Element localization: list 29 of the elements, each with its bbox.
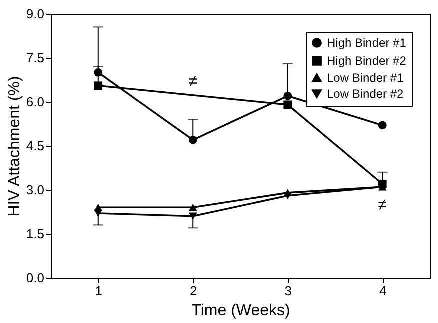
point [284,100,292,110]
y-tick-label: 3.0 [26,182,44,198]
y-tick-label: 4.5 [26,138,44,154]
y-tick-label: 7.5 [26,50,44,66]
legend-label: Low Binder #1 [327,71,404,85]
point [94,210,103,218]
legend-label: High Binder #1 [327,36,407,50]
x-tick-label: 4 [380,284,387,298]
legend-label: Low Binder #2 [327,87,404,101]
point [284,192,292,200]
y-axis-title: HIV Attachment (%) [6,76,24,217]
y-tick-label: 6.0 [26,94,44,110]
annotation: ≠ [378,197,388,214]
point [188,136,198,144]
point [188,204,198,212]
point [284,92,292,100]
y-tick-label: 1.5 [26,226,44,242]
legend-label: High Binder #2 [327,54,407,68]
x-tick-label: 2 [190,284,198,298]
point [188,212,198,220]
x-axis-title: Time (Weeks) [192,302,290,320]
point [94,82,103,90]
x-tick-label: 3 [284,284,292,298]
annotation: ≠ [188,74,198,91]
point [94,68,103,77]
x-tick-label: 1 [95,284,102,298]
point [378,121,387,130]
y-tick-label: 0.0 [26,270,44,286]
y-tick-label: 9.0 [26,6,44,22]
